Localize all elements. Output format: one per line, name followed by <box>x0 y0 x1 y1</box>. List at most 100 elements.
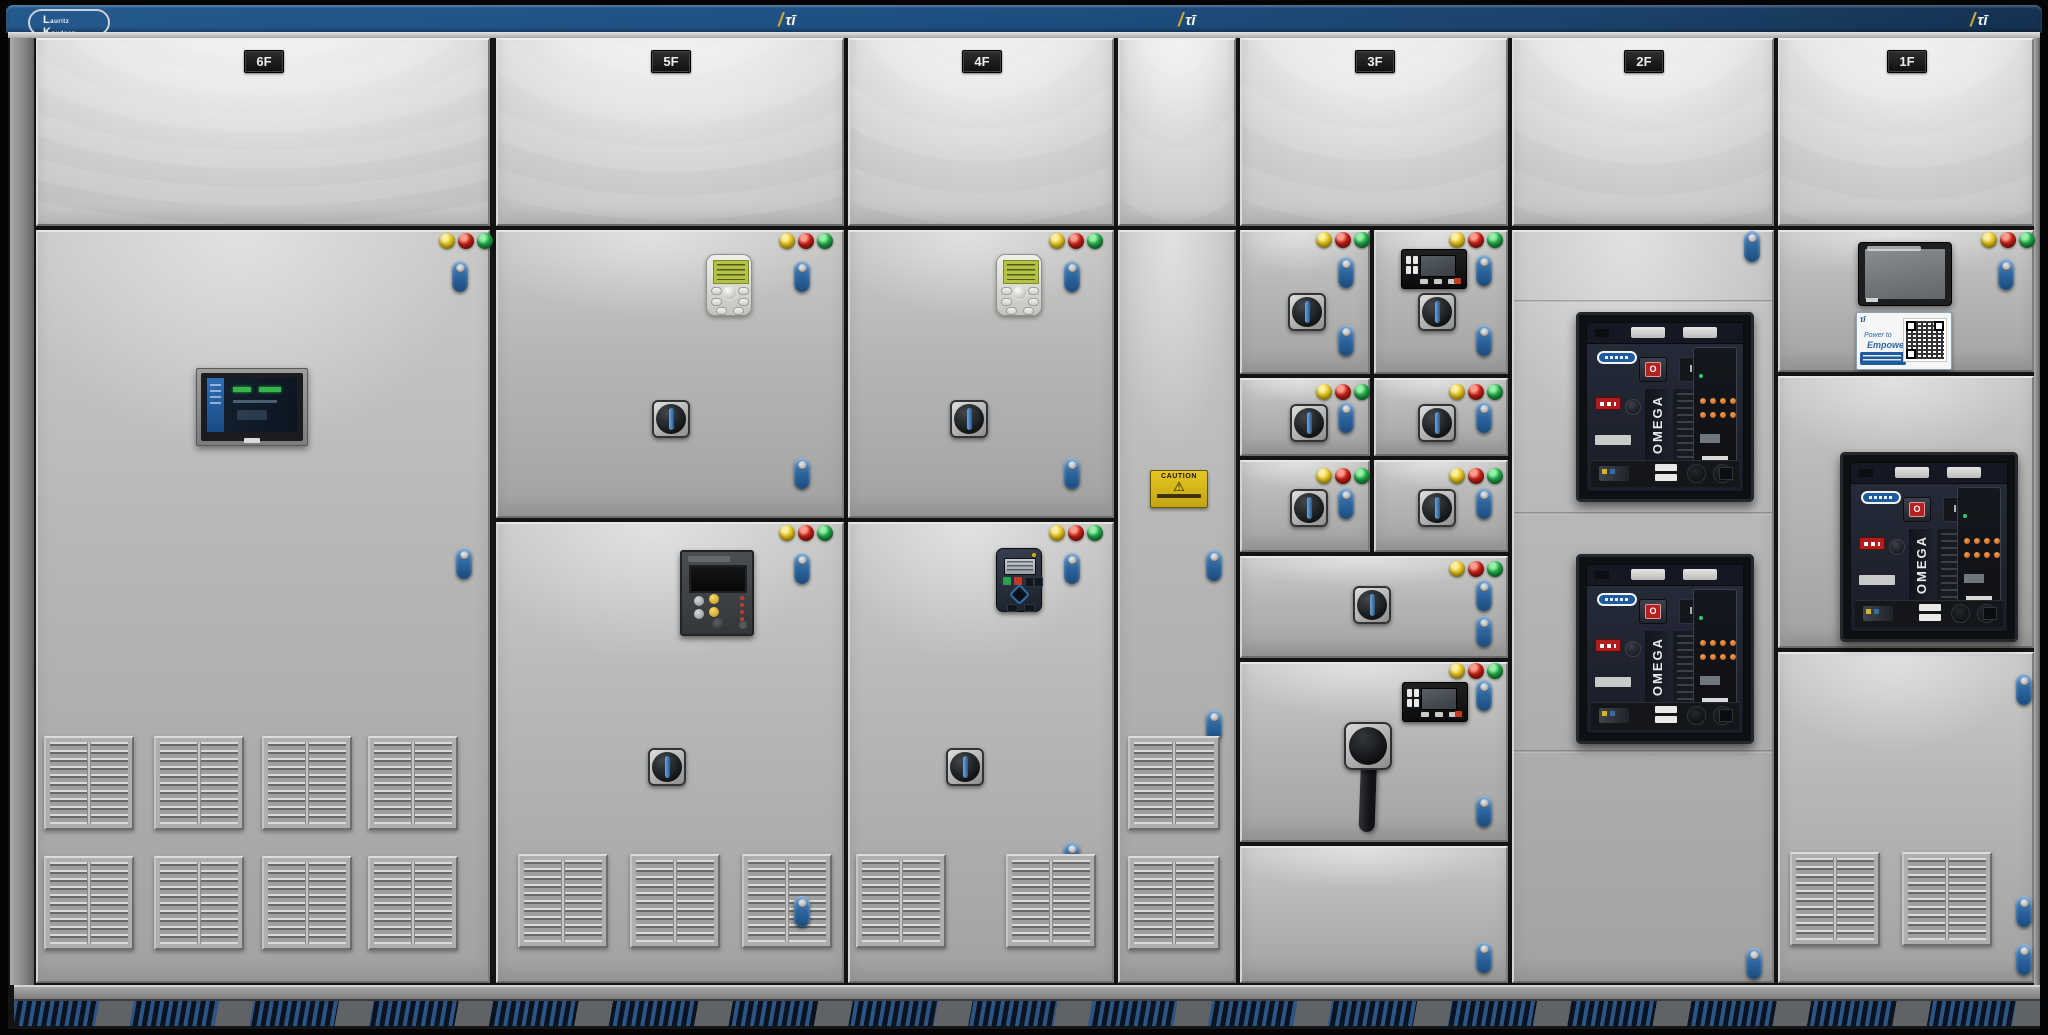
stop-button[interactable] <box>1014 577 1022 585</box>
protection-relay[interactable] <box>680 550 754 636</box>
rotary-switch[interactable] <box>1290 489 1328 527</box>
rotary-switch[interactable] <box>1418 489 1456 527</box>
door-latch[interactable] <box>1476 325 1492 356</box>
meter-buttons-row[interactable] <box>1420 279 1456 284</box>
air-circuit-breaker[interactable]: O I OMEGA <box>1576 312 1754 502</box>
rotary-switch[interactable] <box>1418 293 1456 331</box>
door-latch[interactable] <box>1476 616 1492 647</box>
door-latch[interactable] <box>1476 942 1492 973</box>
trip-unit[interactable] <box>1957 487 2001 607</box>
hmi-display-blank[interactable] <box>1858 242 1952 306</box>
door-latch[interactable] <box>1476 488 1492 519</box>
start-button[interactable] <box>1003 577 1011 585</box>
brand-mark-icon: / τī <box>1178 8 1196 32</box>
relay-button[interactable] <box>694 596 704 606</box>
meter-buttons-row[interactable] <box>1421 712 1457 717</box>
door-latch[interactable] <box>1064 553 1080 584</box>
charging-handle-socket[interactable] <box>1625 399 1641 415</box>
hmi-label <box>1866 298 1878 302</box>
door-latch[interactable] <box>1476 580 1492 611</box>
breaker-off-button[interactable]: O <box>1639 599 1667 624</box>
door-latch[interactable] <box>1476 796 1492 827</box>
vfd-keypad-nav-button[interactable] <box>1012 286 1026 299</box>
air-circuit-breaker[interactable]: O I OMEGA <box>1576 554 1754 744</box>
door-latch[interactable] <box>1998 259 2014 290</box>
charging-handle-socket[interactable] <box>1889 539 1905 555</box>
door-latch[interactable] <box>1338 402 1354 433</box>
air-circuit-breaker[interactable]: O I OMEGA <box>1840 452 2018 642</box>
breaker-brand-badge <box>1861 491 1901 504</box>
meter-buttons[interactable] <box>1406 256 1418 274</box>
door-latch[interactable] <box>794 261 810 292</box>
door-latch[interactable] <box>1338 257 1354 288</box>
rotary-switch[interactable] <box>946 748 984 786</box>
door-latch[interactable] <box>1746 948 1762 979</box>
rotary-switch[interactable] <box>1418 404 1456 442</box>
breaker-operating-handle[interactable] <box>1344 722 1392 838</box>
meter-reset-button[interactable] <box>1455 711 1462 717</box>
pilot-lamp-green <box>2019 232 2035 248</box>
drive-keypad[interactable] <box>996 548 1043 612</box>
digital-meter[interactable] <box>1402 682 1468 722</box>
door-latch[interactable] <box>1476 402 1492 433</box>
racking-hole[interactable] <box>1687 706 1706 725</box>
pilot-lamp-yellow <box>779 525 795 541</box>
hmi-touchscreen[interactable] <box>196 368 308 446</box>
door-latch[interactable] <box>794 553 810 584</box>
hmi-screen[interactable] <box>1865 249 1945 299</box>
door-latch[interactable] <box>794 458 810 489</box>
pilot-lamp-green <box>1487 468 1503 484</box>
door-latch[interactable] <box>1338 325 1354 356</box>
vfd-keypad[interactable] <box>706 254 752 316</box>
racking-panel <box>1855 600 2003 627</box>
trip-unit-led <box>1699 374 1703 378</box>
rotary-switch[interactable] <box>1353 586 1391 624</box>
trip-unit[interactable] <box>1693 347 1737 467</box>
breaker-off-button[interactable]: O <box>1639 357 1667 382</box>
rotary-switch[interactable] <box>1290 404 1328 442</box>
rotary-switch[interactable] <box>648 748 686 786</box>
rotary-switch[interactable] <box>652 400 690 438</box>
door-latch[interactable] <box>2016 674 2032 705</box>
breaker-off-button[interactable]: O <box>1903 497 1931 522</box>
door-latch[interactable] <box>1206 550 1222 581</box>
rotary-switch[interactable] <box>950 400 988 438</box>
logo-line1: Lauritz <box>43 14 70 26</box>
door-latch[interactable] <box>1064 458 1080 489</box>
door-latch[interactable] <box>794 896 810 927</box>
ventilation-grille <box>1128 736 1220 830</box>
drive-keypad-nav[interactable] <box>1008 583 1031 606</box>
trip-unit[interactable] <box>1693 589 1737 709</box>
door-latch[interactable] <box>1338 488 1354 519</box>
relay-button[interactable] <box>694 609 704 619</box>
meter-buttons[interactable] <box>1407 689 1419 707</box>
relay-knob[interactable] <box>712 618 725 631</box>
door-latch[interactable] <box>1206 710 1222 741</box>
racking-hole[interactable] <box>1687 464 1706 483</box>
door-latch[interactable] <box>452 261 468 292</box>
rotary-switch[interactable] <box>1288 293 1326 331</box>
relay-button[interactable] <box>709 594 719 604</box>
vfd-keypad-nav-button[interactable] <box>722 286 736 299</box>
door-latch[interactable] <box>2016 896 2032 927</box>
door-latch[interactable] <box>1476 255 1492 286</box>
door-latch[interactable] <box>1476 680 1492 711</box>
racking-hole[interactable] <box>1951 604 1970 623</box>
breaker-nameplate <box>1683 327 1717 338</box>
charging-handle-socket[interactable] <box>1625 641 1641 657</box>
meter-reset-button[interactable] <box>1454 278 1461 284</box>
breaker-model-strip: OMEGA <box>1645 631 1669 703</box>
hmi-screen[interactable] <box>207 378 297 432</box>
racking-port <box>1719 709 1733 722</box>
door-latch[interactable] <box>1744 231 1760 262</box>
breaker-brand-badge <box>1597 351 1637 364</box>
ventilation-grille <box>518 854 608 948</box>
pilot-lamp-yellow <box>1449 468 1465 484</box>
door-latch[interactable] <box>456 548 472 579</box>
vfd-keypad[interactable] <box>996 254 1042 316</box>
digital-meter[interactable] <box>1401 249 1467 289</box>
door-latch[interactable] <box>1064 261 1080 292</box>
door-latch[interactable] <box>2016 944 2032 975</box>
relay-button[interactable] <box>709 607 719 617</box>
hmi-button[interactable] <box>244 438 260 443</box>
